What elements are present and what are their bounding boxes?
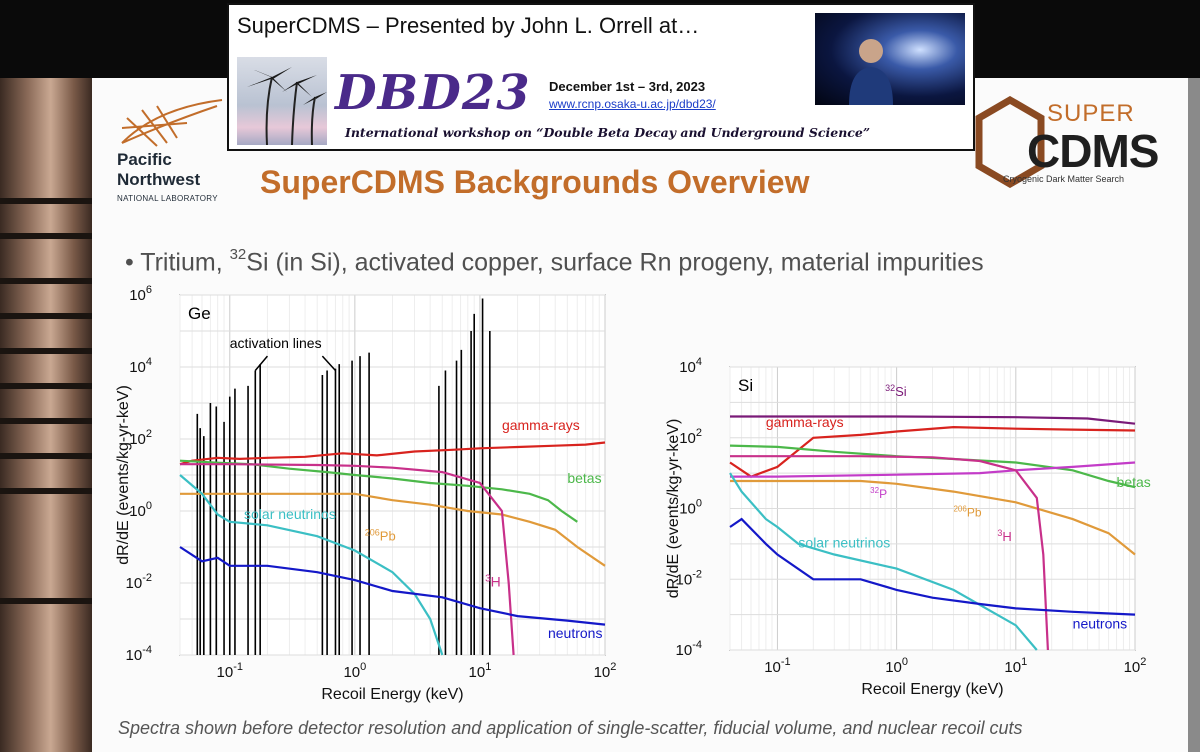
annotation: 32Si (885, 383, 907, 399)
annotation: gamma-rays (502, 417, 580, 433)
presenter-photo (815, 13, 965, 105)
panel-label: Si (738, 376, 753, 395)
annotation: betas (1117, 474, 1151, 490)
annotation: solar neutrinos (798, 534, 890, 550)
dbd23-logo: DBD23 (335, 65, 531, 121)
x-tick-label: 100 (343, 661, 366, 681)
annotation: gamma-rays (766, 414, 844, 430)
y-tick-label: 104 (679, 356, 702, 376)
annotation: neutrons (548, 625, 602, 641)
annotation: 206Pb (953, 504, 981, 519)
banner-url-link[interactable]: www.rcnp.osaka-u.ac.jp/dbd23/ (549, 97, 716, 111)
pnnl-name: Pacific Northwest (117, 150, 201, 189)
bullet-text: • Tritium, 32Si (in Si), activated coppe… (125, 246, 984, 277)
chart-ge-spectrum: 10-1 100 101 102 10-4 10-2 100 102 104 106 Recoil … (115, 285, 617, 703)
series-line-206Pb (180, 492, 606, 567)
background-photo-detector-tower (0, 78, 92, 752)
arrow (254, 355, 268, 371)
banner-title: SuperCDMS – Presented by John L. Orrell … (237, 13, 700, 38)
series-line-solar-neutrinos (729, 472, 1038, 651)
background-edge (1188, 78, 1200, 752)
annotation: 32P (870, 486, 887, 501)
arrow (321, 355, 337, 371)
series-line-neutrons (729, 517, 1136, 616)
x-tick-label: 10-1 (217, 661, 243, 681)
x-tick-label: 100 (885, 656, 908, 676)
panel-label: Ge (188, 304, 211, 323)
pnnl-logo: Pacific Northwest NATIONAL LABORATORY (117, 98, 227, 203)
hexagon-logo-icon (975, 96, 1045, 188)
series-line-gamma-rays (179, 441, 606, 466)
series-line-solar-neutrinos (179, 474, 444, 656)
y-tick-label: 10-2 (126, 572, 152, 592)
series-line-3H (730, 455, 1049, 651)
series-line-neutrons (179, 546, 606, 626)
x-tick-label: 101 (469, 661, 492, 681)
annotation: betas (567, 470, 601, 486)
annotation: 206Pb (365, 528, 396, 544)
x-axis-label: Recoil Energy (keV) (861, 681, 1003, 698)
y-axis-label: dR/dE (events/kg-yr-keV) (115, 385, 132, 565)
x-tick-label: 101 (1004, 656, 1027, 676)
y-tick-label: 100 (679, 498, 702, 518)
annotation: activation lines (230, 335, 322, 351)
series-line-3H (180, 463, 515, 656)
annotation: neutrons (1073, 616, 1127, 632)
annotation: 3H (997, 528, 1011, 544)
palm-tree-image (237, 57, 327, 145)
y-tick-label: 104 (129, 356, 152, 376)
x-axis-label: Recoil Energy (keV) (321, 686, 463, 703)
supercdms-logo: SUPER CDMS Cryogenic Dark Matter Search (975, 96, 1160, 188)
y-tick-label: 106 (129, 285, 152, 304)
banner-workshop: International workshop on “Double Beta D… (345, 125, 871, 140)
slide-caption: Spectra shown before detector resolution… (118, 718, 1023, 738)
series-line-gamma-rays (729, 425, 1136, 478)
annotation: 3H (485, 573, 501, 589)
x-tick-label: 10-1 (764, 656, 790, 676)
series-line-32Si (730, 415, 1136, 425)
y-axis-label: dR/dE (events/kg-yr-keV) (665, 419, 682, 599)
x-tick-label: 102 (594, 661, 617, 681)
y-tick-label: 102 (129, 428, 152, 448)
y-tick-label: 10-4 (676, 639, 702, 659)
series-line-206Pb (730, 479, 1136, 556)
y-tick-label: 102 (679, 427, 702, 447)
slide-title: SuperCDMS Backgrounds Overview (260, 164, 810, 200)
y-tick-label: 100 (129, 500, 152, 520)
pnnl-lab: NATIONAL LABORATORY (117, 194, 218, 203)
series-line-32P (730, 461, 1136, 478)
x-tick-label: 102 (1124, 656, 1147, 676)
conference-banner: SuperCDMS – Presented by John L. Orrell … (227, 3, 975, 151)
y-tick-label: 10-4 (126, 644, 152, 664)
annotation: solar neutrinos (244, 506, 336, 522)
banner-dates: December 1st – 3rd, 2023 (549, 79, 706, 94)
pnnl-mark-icon (121, 99, 223, 147)
